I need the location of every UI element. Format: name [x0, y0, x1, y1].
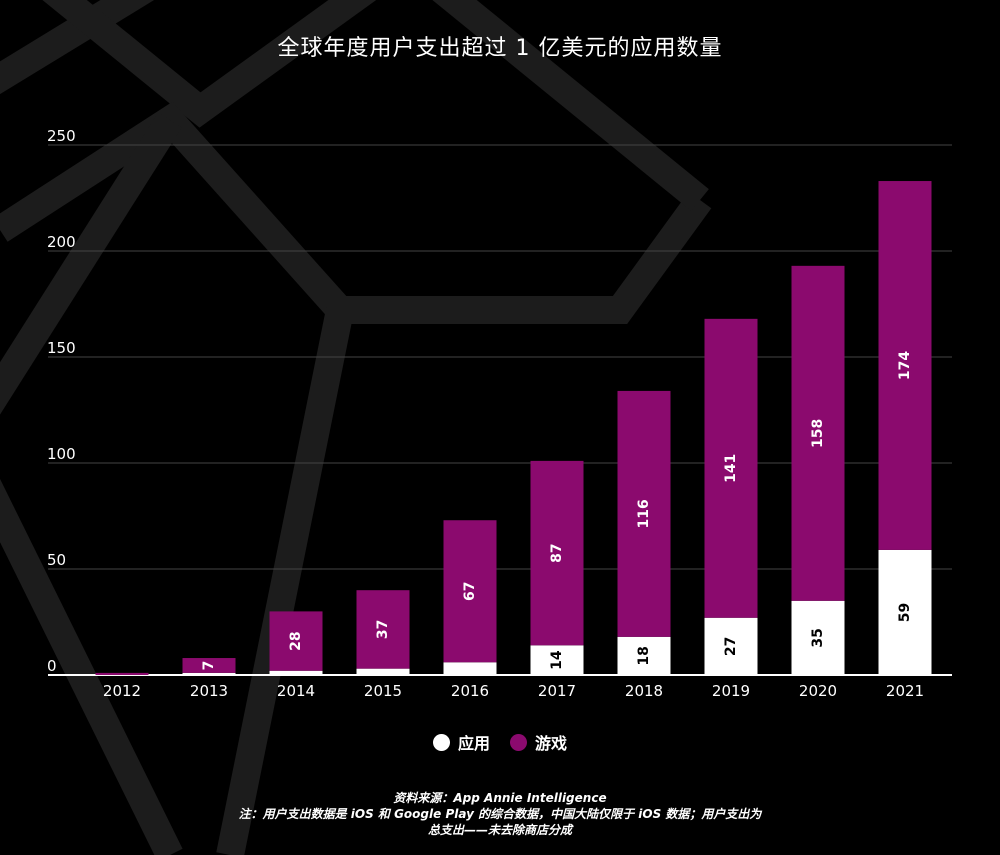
x-tick-label: 2016	[451, 682, 489, 700]
x-tick-label: 2013	[190, 682, 228, 700]
value-label-games: 174	[897, 351, 913, 380]
x-tick-label: 2012	[103, 682, 141, 700]
bar-apps	[269, 670, 323, 675]
bar-apps	[530, 645, 584, 675]
legend-label-games: 游戏	[535, 734, 568, 753]
legend-dot-apps	[432, 733, 450, 751]
bar-games	[182, 658, 236, 673]
value-label-games: 67	[462, 582, 478, 601]
value-label-games: 116	[636, 499, 652, 528]
value-label-games: 158	[810, 419, 826, 448]
bar-apps	[356, 668, 410, 675]
x-tick-label: 2019	[712, 682, 750, 700]
bar-games	[704, 318, 758, 618]
x-tick-label: 2020	[799, 682, 837, 700]
value-label-apps: 14	[549, 650, 565, 670]
y-tick-label: 0	[47, 657, 57, 675]
value-label-games: 37	[375, 620, 391, 639]
y-tick-label: 150	[47, 339, 76, 357]
footnote-source: 资料来源：App Annie Intelligence	[393, 791, 607, 805]
bar-games	[617, 390, 671, 637]
y-tick-label: 50	[47, 551, 66, 569]
y-tick-label: 250	[47, 127, 76, 145]
value-label-apps: 27	[723, 637, 739, 656]
value-labels: 7 28 37 67 87 14 116 18 141 27 158 35 174 59	[201, 351, 913, 671]
value-label-games: 28	[288, 631, 304, 650]
footnote-note: 注：用户支出数据是 iOS 和 Google Play 的综合数据，中国大陆仅限…	[238, 807, 762, 821]
bar-games	[443, 520, 497, 663]
chart-title: 全球年度用户支出超过 1 亿美元的应用数量	[277, 36, 723, 61]
x-tick-label: 2021	[886, 682, 924, 700]
value-label-apps: 59	[897, 603, 913, 622]
bar-apps	[617, 636, 671, 675]
value-label-games: 87	[549, 543, 565, 562]
y-axis-ticks: 0 50 100 150 200 250	[47, 127, 76, 675]
bar-games	[530, 460, 584, 646]
value-label-apps: 35	[810, 628, 826, 647]
value-label-games: 7	[201, 661, 217, 671]
bar-apps	[443, 662, 497, 675]
x-tick-label: 2017	[538, 682, 576, 700]
bars	[95, 181, 932, 675]
legend-dot-games	[510, 733, 527, 751]
bar-apps	[704, 617, 758, 675]
bar-games	[95, 672, 149, 675]
x-tick-label: 2018	[625, 682, 663, 700]
bar-games	[791, 265, 845, 601]
legend-label-apps: 应用	[457, 734, 490, 753]
bar-games	[356, 590, 410, 669]
bar-games	[878, 181, 932, 550]
x-axis-labels: 2012 2013 2014 2015 2016 2017 2018 2019 2020 2021	[103, 682, 924, 700]
y-tick-label: 200	[47, 233, 76, 251]
x-tick-label: 2014	[277, 682, 315, 700]
legend-item-apps: 应用	[432, 730, 490, 754]
x-tick-label: 2015	[364, 682, 402, 700]
bar-apps	[791, 600, 845, 675]
legend-item-games: 游戏	[510, 730, 567, 754]
legend: 应用 游戏	[0, 730, 1000, 754]
bar-apps	[878, 549, 932, 675]
value-label-games: 141	[723, 454, 739, 483]
bar-apps	[182, 672, 236, 675]
value-label-apps: 18	[636, 646, 652, 665]
footnote-note-continued: 总支出——未去除商店分成	[427, 823, 572, 837]
y-tick-label: 100	[47, 445, 76, 463]
footnote: 资料来源：App Annie Intelligence 注：用户支出数据是 iO…	[0, 790, 1000, 838]
bar-games	[269, 611, 323, 671]
